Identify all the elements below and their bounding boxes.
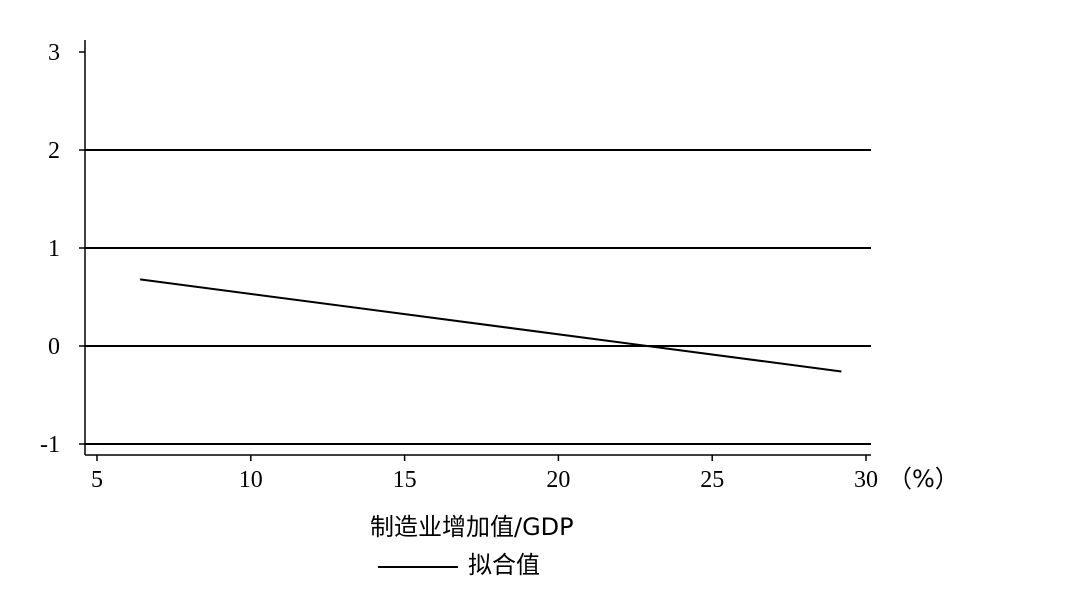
y-tick-label: 2 [48,138,60,164]
x-ticks: 5 10 15 20 25 30 [91,455,878,493]
y-ticks: 3 2 1 0 -1 [40,40,85,458]
y-tick-label: 3 [48,40,60,66]
x-tick-label: 15 [393,467,417,493]
y-tick-label: 0 [48,334,60,360]
x-axis-label: 制造业增加值/GDP [370,513,574,541]
y-tick-label: -1 [40,432,60,458]
legend-label: 拟合值 [468,551,540,579]
grid-lines [85,149,871,445]
x-tick-label: 20 [546,467,570,493]
x-tick-label: 10 [239,467,263,493]
x-tick-label: 30 [854,467,878,493]
x-tick-label: 25 [700,467,724,493]
x-tick-label: 5 [91,467,103,493]
y-tick-label: 1 [48,236,60,262]
series-layer [139,278,842,373]
x-axis-unit: （%） [888,465,959,493]
series-line [139,278,842,373]
legend: 拟合值 [378,551,540,579]
